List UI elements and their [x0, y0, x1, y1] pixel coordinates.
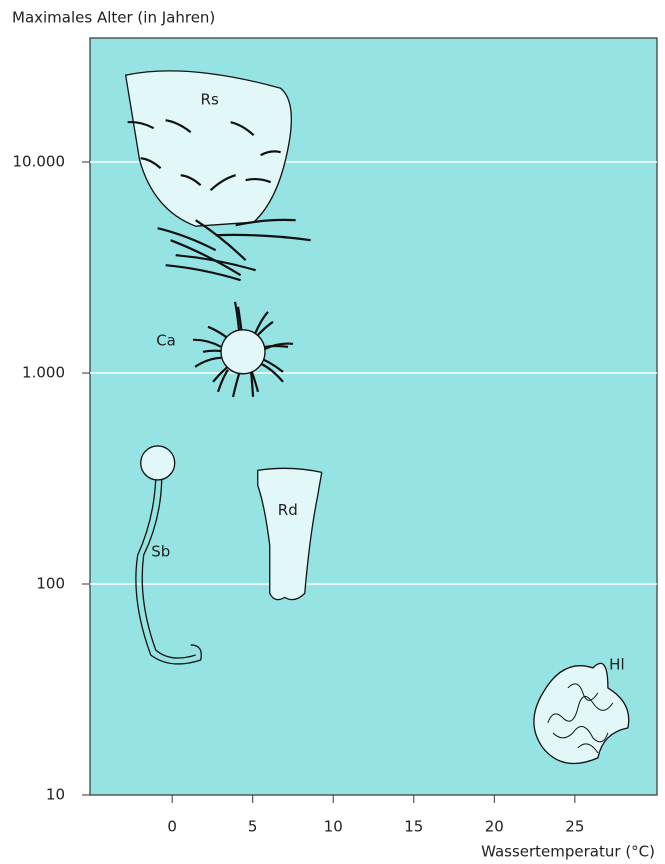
- y-tick-label: 10: [46, 786, 65, 804]
- y-tick-label: 100: [36, 575, 65, 593]
- x-tick-label: 15: [404, 818, 423, 836]
- organism-body: [141, 446, 175, 480]
- x-tick-label: 25: [565, 818, 584, 836]
- x-tick-label: 20: [485, 818, 504, 836]
- y-axis-label: Maximales Alter (in Jahren): [12, 9, 215, 27]
- x-tick-label: 0: [167, 818, 177, 836]
- point-label: Hl: [609, 655, 624, 673]
- y-tick-label: 1.000: [22, 364, 65, 382]
- point-label: Ca: [156, 331, 176, 349]
- point-label: Sb: [151, 542, 170, 560]
- x-axis-label: Wassertemperatur (°C): [481, 843, 655, 861]
- x-tick-label: 5: [248, 818, 258, 836]
- y-tick-label: 10.000: [13, 153, 66, 171]
- point-label: Rs: [201, 91, 219, 109]
- point-label: Rd: [278, 501, 298, 519]
- x-tick-label: 10: [324, 818, 343, 836]
- chart: Maximales Alter (in Jahren) Wassertemper…: [0, 0, 665, 864]
- organism-body: [221, 330, 265, 374]
